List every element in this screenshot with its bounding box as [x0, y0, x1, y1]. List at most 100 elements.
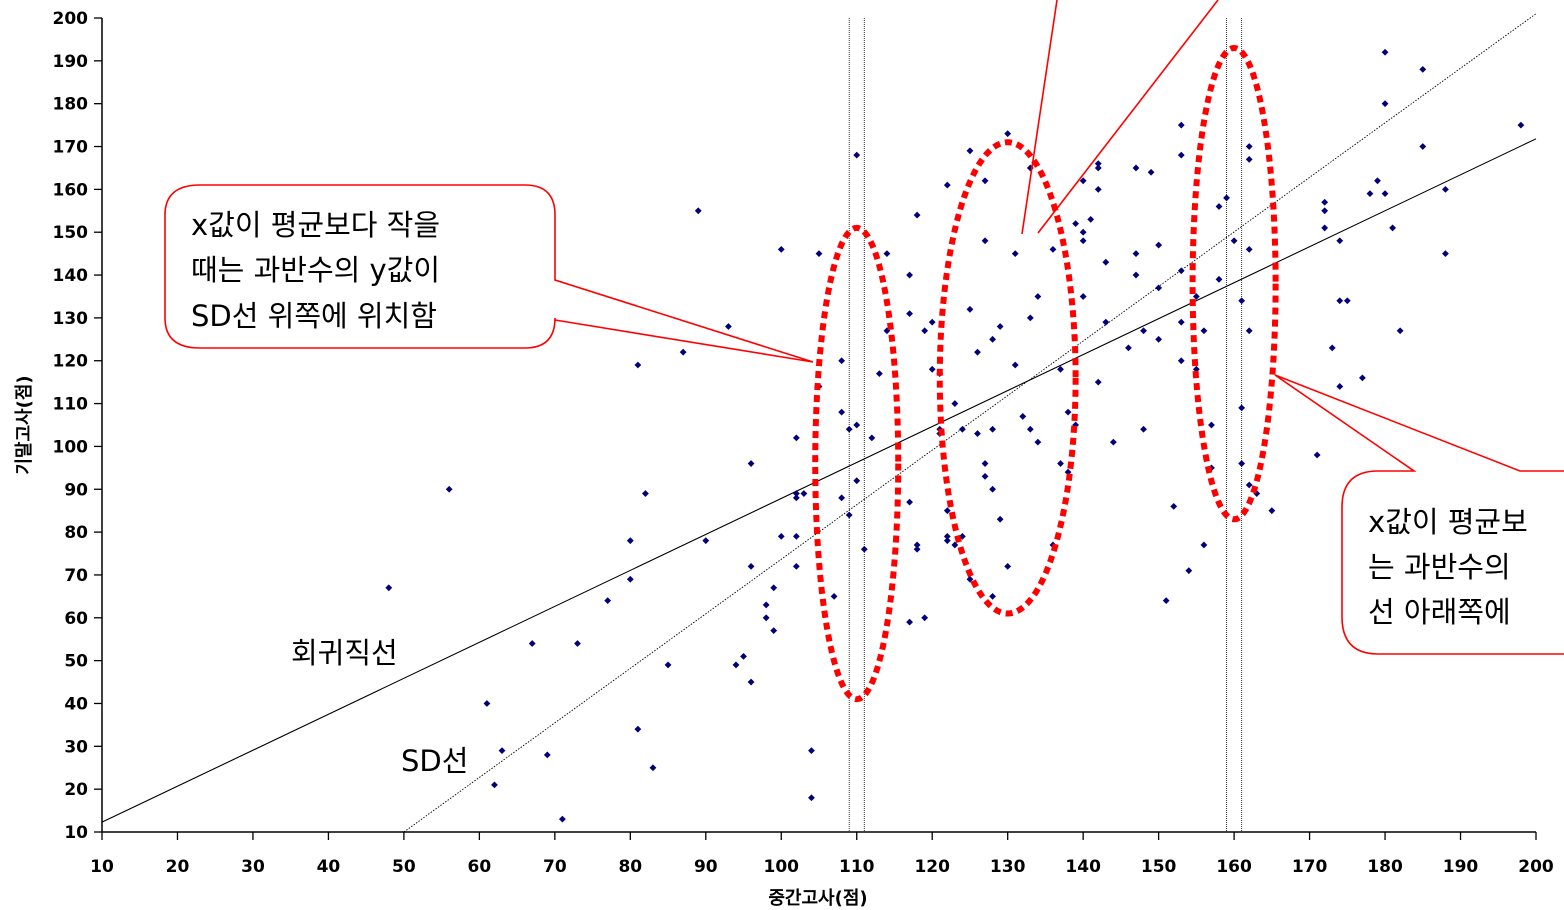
data-point [989, 592, 996, 600]
x-tick-label: 110 [839, 857, 875, 877]
data-point [1132, 250, 1140, 258]
data-point [1419, 66, 1427, 73]
data-point [770, 627, 778, 635]
sd-line [403, 13, 1537, 833]
x-tick-label: 200 [1518, 857, 1554, 877]
data-point [725, 323, 732, 330]
x-tick-label: 80 [618, 857, 642, 877]
data-point [792, 490, 800, 497]
data-point [838, 357, 846, 365]
y-tick-label: 140 [53, 266, 89, 286]
data-point [1245, 143, 1253, 150]
x-tick-label: 170 [1292, 857, 1328, 877]
highlight-ellipse [936, 139, 1079, 617]
x-tick-label: 160 [1216, 857, 1252, 877]
data-point [792, 562, 800, 570]
data-point [1125, 344, 1132, 352]
data-point [1245, 327, 1253, 335]
left-callout-bubble [164, 184, 814, 363]
data-point [1102, 318, 1110, 326]
highlight-ellipse [1189, 44, 1279, 523]
data-point [981, 473, 989, 480]
data-point [1442, 185, 1449, 193]
data-point [1109, 438, 1117, 446]
data-point [483, 700, 491, 707]
y-tick-label: 120 [53, 352, 89, 372]
data-point [1321, 207, 1329, 215]
axes-layer: 10 20 30 40 50 60 70 80 90 100 110 120 130 140 150 160 1… [53, 9, 1554, 877]
data-point [928, 318, 936, 326]
data-point [1079, 293, 1087, 300]
data-point [792, 434, 800, 442]
y-tick-label: 60 [64, 609, 88, 629]
right-callout-line-2: 는 과반수의 [1368, 550, 1511, 584]
x-tick-label: 30 [241, 857, 265, 877]
data-point [1200, 541, 1208, 549]
y-tick-label: 40 [64, 694, 88, 714]
data-point [634, 725, 642, 733]
data-point [974, 430, 981, 437]
right-callout-bubble [1274, 374, 1564, 655]
data-point [491, 781, 498, 789]
data-point [1026, 425, 1034, 433]
data-point [1140, 425, 1147, 433]
data-point [498, 747, 506, 754]
data-point [913, 541, 921, 549]
data-point [913, 545, 921, 553]
data-point [1087, 215, 1095, 223]
data-point [800, 490, 808, 497]
data-point [1253, 490, 1261, 497]
data-point [928, 365, 936, 373]
data-point [762, 614, 770, 622]
top-callout-pointer [1021, 0, 1058, 235]
y-tick-label: 10 [64, 823, 88, 843]
data-point [1374, 177, 1381, 185]
x-tick-label: 180 [1367, 857, 1403, 877]
data-point [1072, 220, 1080, 228]
data-point [1268, 507, 1276, 515]
data-point [1026, 164, 1034, 172]
data-point [1389, 224, 1396, 232]
data-point [1057, 460, 1064, 467]
data-point [1057, 365, 1064, 373]
data-point [1336, 297, 1344, 305]
data-point [943, 507, 951, 515]
data-point [634, 361, 642, 369]
data-point [996, 323, 1004, 330]
data-point [1238, 297, 1246, 305]
data-point [1094, 185, 1102, 193]
data-point [838, 408, 846, 416]
data-point [642, 490, 649, 497]
y-tick-label: 110 [53, 395, 89, 415]
data-point [868, 434, 876, 442]
data-point [664, 661, 672, 669]
data-point [1381, 100, 1389, 108]
data-point [1079, 228, 1087, 236]
data-point [1230, 237, 1238, 245]
data-point [838, 494, 846, 502]
x-tick-label: 90 [694, 857, 718, 877]
data-point [1094, 378, 1102, 386]
x-tick-label: 150 [1141, 857, 1177, 877]
data-point [792, 494, 800, 502]
data-point [694, 207, 702, 215]
data-point [906, 498, 913, 506]
x-tick-label: 60 [468, 857, 492, 877]
data-point [1366, 190, 1374, 198]
y-tick-label: 190 [53, 52, 89, 72]
regression-line [101, 138, 1537, 823]
data-point [853, 421, 861, 429]
data-point [1177, 357, 1185, 365]
data-point [1238, 460, 1246, 467]
data-point [1177, 151, 1185, 159]
regression-line-label: 회귀직선 [291, 636, 398, 670]
data-point [574, 640, 581, 647]
data-point [702, 537, 710, 545]
data-point [1004, 562, 1012, 570]
y-tick-label: 70 [64, 566, 88, 586]
data-point [1313, 451, 1321, 459]
y-tick-label: 180 [53, 95, 89, 115]
data-point [385, 584, 393, 592]
data-point [951, 541, 959, 549]
